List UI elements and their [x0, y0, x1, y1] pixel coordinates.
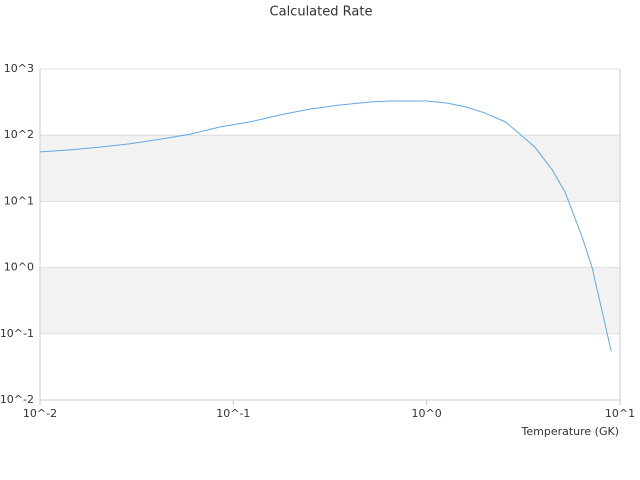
y-tick-label: 10^-1 — [0, 327, 34, 340]
grid-band — [40, 135, 620, 202]
y-tick-label: 10^-2 — [0, 393, 34, 406]
y-tick-label: 10^0 — [4, 261, 34, 274]
x-tick-label: 10^-1 — [216, 407, 250, 420]
y-tick-label: 10^1 — [4, 194, 34, 207]
x-tick-label: 10^0 — [412, 407, 442, 420]
y-tick-label: 10^2 — [4, 128, 34, 141]
x-tick-label: 10^1 — [605, 407, 635, 420]
chart-title: Calculated Rate — [270, 5, 373, 20]
data-line — [39, 100, 612, 352]
x-axis-label: Temperature (GK) — [521, 425, 620, 438]
x-tick-label: 10^-2 — [23, 407, 57, 420]
y-tick-label: 10^3 — [4, 62, 34, 75]
grid-band — [40, 267, 620, 334]
